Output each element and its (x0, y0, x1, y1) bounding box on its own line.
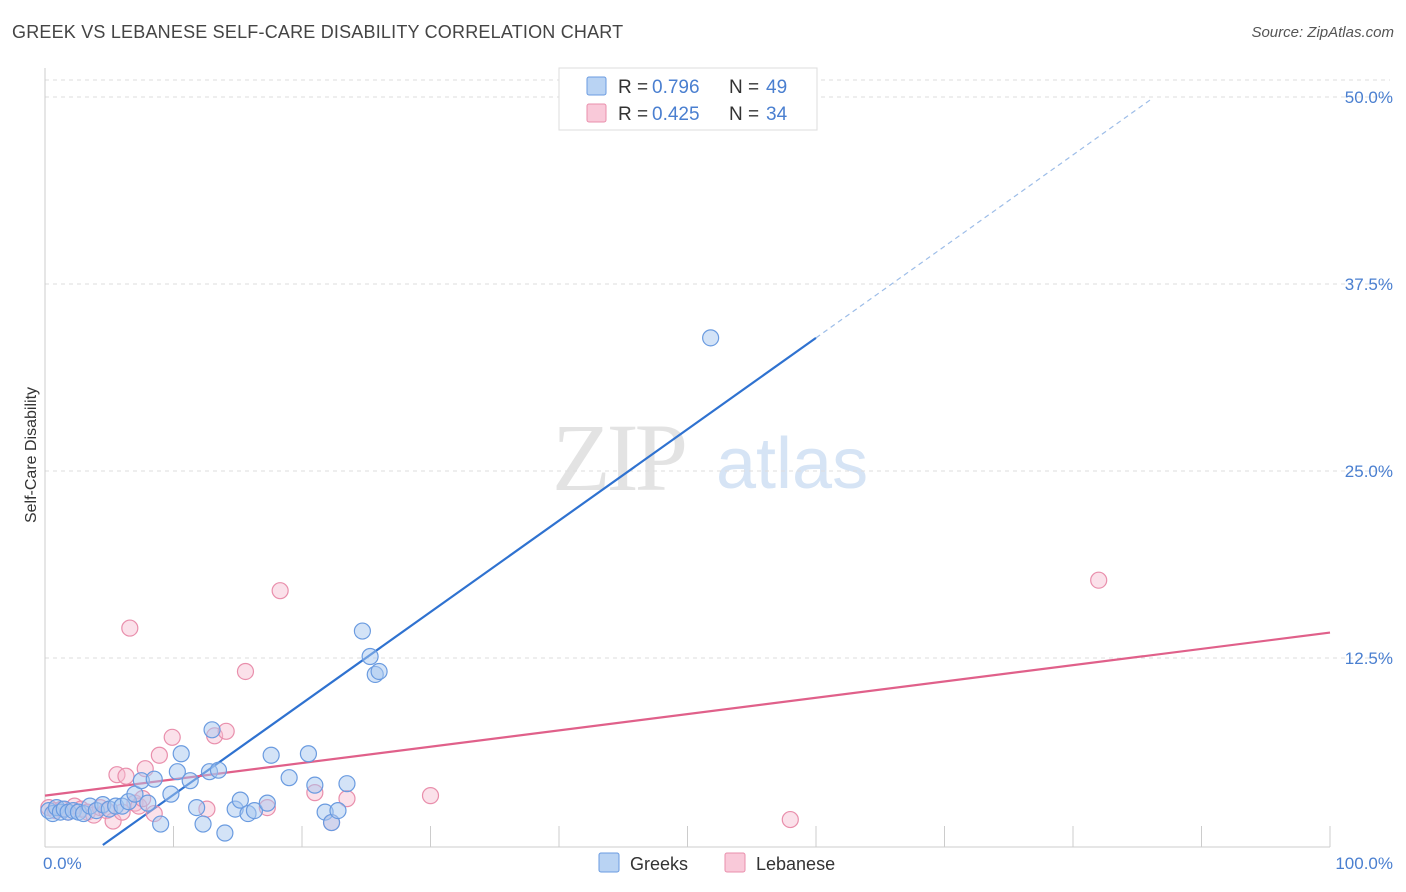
legend-swatch-lebanese (586, 103, 607, 123)
greeks-point (338, 775, 356, 793)
axes (44, 68, 1331, 848)
bottom-legend-swatch-lebanese (724, 852, 746, 873)
lebanese-point (117, 767, 135, 785)
lebanese-point (163, 728, 181, 746)
greeks-point (370, 662, 388, 681)
greeks-point (203, 721, 221, 739)
greeks-point (258, 794, 276, 812)
greeks-point (145, 770, 163, 788)
greeks-point (329, 801, 347, 820)
greeks-point (262, 746, 280, 764)
legend-n-value-greeks: 49 (766, 77, 787, 98)
legend-r-value-lebanese: 0.425 (652, 104, 700, 125)
greeks-point (181, 772, 199, 790)
legend-swatch-greeks (586, 76, 607, 96)
legend-n-label-lebanese: N = (729, 104, 759, 125)
greeks-point (172, 745, 190, 763)
bottom-legend-label-lebanese: Lebanese (756, 854, 835, 874)
watermark: ZIP atlas (552, 404, 868, 511)
legend-r-label-greeks: R = (618, 77, 648, 98)
x-tick-label-0: 0.0% (43, 854, 82, 873)
source-label: Source: ZipAtlas.com (1251, 24, 1394, 41)
greeks-point (245, 801, 264, 820)
tick-labels: 12.5% 25.0% 37.5% 50.0% 0.0% 100.0% (43, 88, 1393, 873)
greeks-point (216, 824, 234, 842)
bottom-legend-label-greeks: Greeks (630, 854, 688, 874)
lebanese-trend-line (44, 631, 1331, 797)
lebanese-point (150, 746, 168, 764)
greeks-point (280, 769, 298, 787)
watermark-zip: ZIP (552, 404, 685, 511)
lebanese-point (236, 662, 255, 681)
bottom-legend-swatch-greeks (598, 852, 620, 873)
legend-n-label-greeks: N = (729, 77, 759, 98)
lebanese-point (781, 810, 799, 829)
greeks-point (231, 791, 249, 809)
grid (45, 79, 1390, 659)
greeks-point (162, 785, 180, 803)
trend-lines (44, 99, 1331, 846)
greeks-point (168, 763, 186, 781)
legend-r-label-lebanese: R = (618, 104, 648, 125)
greeks-point (152, 815, 170, 833)
greeks-point (194, 815, 212, 833)
y-axis-label: Self-Care Disability (23, 387, 40, 523)
greeks-point (353, 622, 371, 640)
greeks-point (306, 776, 324, 794)
greeks-point (139, 794, 157, 812)
lebanese-point (421, 787, 440, 805)
x-tick-label-1: 100.0% (1335, 854, 1393, 873)
greeks-trend-extension (815, 99, 1151, 339)
greeks-point (361, 647, 379, 666)
lebanese-point (121, 619, 139, 637)
watermark-atlas: atlas (716, 424, 868, 504)
chart-title: GREEK VS LEBANESE SELF-CARE DISABILITY C… (12, 22, 624, 42)
legend-r-value-greeks: 0.796 (652, 77, 700, 98)
lebanese-point (217, 722, 235, 740)
greeks-trend-line (102, 336, 817, 846)
lebanese-points (40, 571, 1108, 832)
y-tick-label-2: 37.5% (1345, 275, 1393, 294)
greeks-point (209, 761, 228, 779)
greeks-point (702, 329, 720, 347)
greeks-point (188, 798, 206, 817)
lebanese-point (271, 582, 289, 600)
legend-n-value-lebanese: 34 (766, 104, 788, 125)
y-tick-label-3: 50.0% (1345, 88, 1393, 107)
y-tick-label-1: 25.0% (1345, 462, 1393, 481)
greeks-points (40, 329, 720, 842)
lebanese-point (1090, 571, 1108, 589)
legend: R = 0.796 N = 49 R = 0.425 N = 34 (558, 67, 818, 131)
y-tick-label-0: 12.5% (1345, 649, 1393, 668)
greeks-point (299, 745, 318, 763)
bottom-legend: Greeks Lebanese (598, 852, 835, 874)
